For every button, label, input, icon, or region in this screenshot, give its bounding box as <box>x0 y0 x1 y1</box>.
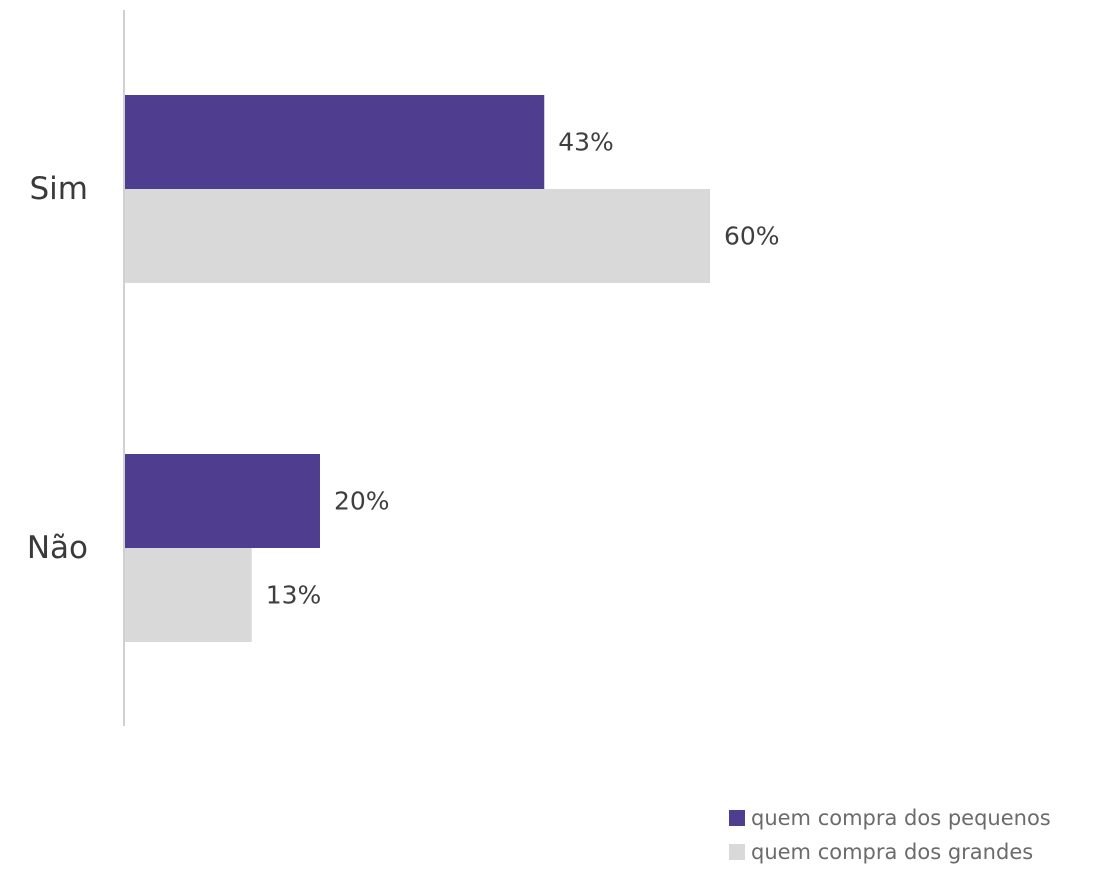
bars-layer <box>125 95 710 642</box>
legend-swatch-pequenos <box>729 810 745 826</box>
bar-pequenos-0 <box>125 95 545 189</box>
legend-label-pequenos: quem compra dos pequenos <box>751 806 1051 830</box>
category-label-nao: Não <box>27 530 88 566</box>
category-label-sim: Sim <box>30 171 89 207</box>
bar-pequenos-1 <box>125 454 320 548</box>
legend: quem compra dos pequenos quem compra dos … <box>729 806 1051 864</box>
labels-layer: Sim 43% 60% Não 20% 13% <box>27 128 780 610</box>
data-label-grandes-0: 60% <box>724 222 780 251</box>
legend-label-grandes: quem compra dos grandes <box>751 840 1033 864</box>
data-label-pequenos-0: 43% <box>558 128 614 157</box>
data-label-pequenos-1: 20% <box>334 487 390 516</box>
legend-swatch-grandes <box>729 844 745 860</box>
bar-grandes-0 <box>125 189 710 283</box>
data-label-grandes-1: 13% <box>266 581 322 610</box>
bar-grandes-1 <box>125 548 252 642</box>
